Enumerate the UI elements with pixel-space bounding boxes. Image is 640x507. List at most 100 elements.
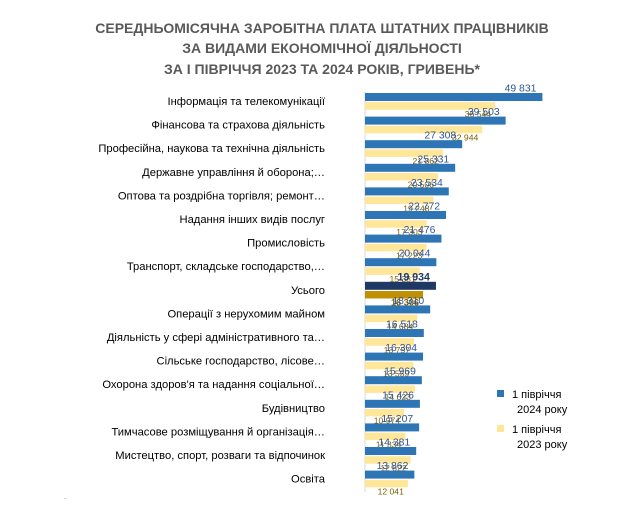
bar-2024 [365, 399, 420, 408]
category-row: Мистецтво, спорт, розваги та відпочинок 1… [115, 438, 417, 473]
category-label: Фінансова та страхова діяльність [151, 120, 325, 132]
legend-item: 1 півріччя 2023 року [497, 424, 568, 451]
category-row: Охорона здоров'я та надання соціальної… 1… [102, 367, 422, 402]
data-label-2023: 36 544 [465, 109, 492, 119]
legend-item: 1 півріччя 2024 року [497, 389, 568, 416]
bar-2023 [365, 267, 420, 275]
bar-2024 [365, 423, 420, 432]
category-row: Фінансова та страхова діяльність 39 503 32… [151, 107, 506, 143]
legend-label: 2024 року [517, 404, 568, 416]
bar-2023 [365, 361, 414, 370]
legend-label: 1 півріччя [512, 389, 561, 401]
category-label: Усього [291, 285, 325, 297]
bar-2023 [365, 338, 414, 346]
data-label-2023: 16 306 [391, 298, 419, 308]
category-label: Державне управління й оборона;… [142, 167, 325, 179]
data-label-2023: 17 223 [396, 251, 423, 261]
bar-2024 [365, 163, 456, 172]
category-row: Державне управління й оборона;… 25 331 20 … [142, 154, 456, 190]
data-label-2024: 19 934 [398, 271, 431, 283]
bar-2023 [365, 456, 411, 464]
category-label: Операції з нерухомим майном [167, 308, 325, 320]
legend-label: 2023 року [517, 439, 568, 451]
bar-2024 [365, 140, 463, 149]
bar-2023 [365, 432, 406, 441]
category-row: Освіта 13 862 12 041 [291, 461, 415, 497]
data-label-2024: 49 831 [505, 84, 537, 95]
category-row: Промисловість 21 476 17 223 [247, 225, 442, 261]
category-row: Тимчасове розміщування й організація… 15 … [111, 414, 420, 449]
category-label: Надання інших видів послуг [180, 214, 326, 226]
data-label-2024: 15 969 [384, 367, 416, 378]
data-label-2023: 12 822 [380, 463, 407, 473]
bar-2024 [365, 234, 442, 243]
footnote-mark: . [64, 492, 66, 501]
bar-2024 [365, 258, 437, 267]
bar-2023 [365, 102, 496, 110]
category-row: Оптова та роздрібна торгівля; ремонт… 23 … [118, 178, 449, 213]
bar-2024 [365, 281, 436, 290]
category-label: Інформація та телекомунікації [167, 96, 325, 108]
data-label-2023: 10 974 [374, 416, 401, 426]
category-label: Оптова та роздрібна торгівля; ремонт… [118, 190, 325, 202]
bar-2024 [365, 211, 447, 219]
category-label: Промисловість [247, 238, 325, 250]
chart-title: СЕРЕДНЬОМІСЯЧНА ЗАРОБІТНА ПЛАТА ШТАТНИХ … [95, 20, 548, 77]
category-row: Інформація та телекомунікації 49 831 36 54… [167, 84, 543, 119]
bar-2024 [365, 470, 415, 479]
data-label-2023: 14 023 [385, 392, 412, 402]
bar-2023 [365, 479, 408, 488]
bar-2024 [365, 305, 431, 314]
category-label: Охорона здоров'я та надання соціальної… [102, 379, 325, 391]
category-row: Усього 19 934 16 306 [291, 271, 436, 308]
category-row: Сільське господарство, лісове… 16 304 13 5… [156, 343, 424, 379]
bar-2023 [365, 291, 424, 299]
chart-title-line-2: ЗА ВИДАМИ ЕКОНОМІЧНОЇ ДІЯЛЬНОСТІ [182, 40, 462, 56]
category-label: Мистецтво, спорт, розваги та відпочинок [115, 450, 325, 462]
data-label-2024: 21 476 [404, 225, 436, 236]
data-label-2023: 17 303 [396, 227, 423, 237]
bar-2023 [365, 314, 418, 323]
data-label-2024: 16 304 [385, 343, 417, 354]
chart-title-line-3: ЗА І ПІВРІЧЧЯ 2023 ТА 2024 РОКІВ, ГРИВЕН… [164, 61, 481, 77]
data-label-2024: 27 308 [424, 131, 456, 142]
data-label-2024: 20 044 [399, 249, 431, 260]
data-label-2024: 15 426 [382, 390, 414, 401]
data-label-2023: 20 506 [408, 180, 435, 190]
bar-2024 [365, 93, 543, 101]
chart-title-line-1: СЕРЕДНЬОМІСЯЧНА ЗАРОБІТНА ПЛАТА ШТАТНИХ … [95, 20, 548, 36]
data-label-2023: 12 041 [378, 487, 405, 497]
data-label-2024: 16 518 [386, 320, 418, 331]
category-label: Професійна, наукова та технічна діяльніс… [98, 143, 325, 155]
bar-2024 [365, 352, 424, 361]
bar-2023 [365, 243, 427, 252]
category-label: Сільське господарство, лісове… [156, 356, 325, 368]
data-label-2024: 14 381 [378, 438, 410, 449]
data-label-2024: 15 207 [381, 414, 413, 425]
bar-2024 [365, 116, 506, 125]
data-label-2024: 39 503 [468, 107, 500, 118]
data-label-2023: 13 757 [384, 345, 411, 355]
category-label: Діяльність у сфері адміністративного та… [107, 332, 325, 344]
category-row: Транспорт, складське господарство,… 20 04… [127, 249, 437, 284]
data-label-2023: 21 862 [413, 156, 440, 166]
bar-2024 [365, 329, 424, 337]
data-label-2023: 13 559 [383, 369, 410, 379]
category-row: Надання інших видів послуг 22 772 17 303 [180, 202, 447, 237]
data-label-2023: 11 334 [376, 439, 402, 449]
bar-2024 [365, 376, 422, 385]
bar-2023 [365, 385, 415, 393]
category-label: Освіта [291, 474, 326, 486]
category-label: Будівництво [262, 403, 325, 415]
data-label-2024: 22 772 [408, 202, 440, 213]
data-label-2023: 15 381 [389, 274, 416, 284]
category-label: Тимчасове розміщування й організація… [111, 426, 325, 438]
legend-swatch [497, 425, 504, 432]
data-label-2023: 14 684 [387, 321, 414, 331]
bar-2023 [365, 220, 427, 228]
bar-2023 [365, 196, 434, 205]
category-row: Операції з нерухомим майном 18 310 14 684 [167, 296, 431, 331]
bar-2023 [365, 409, 405, 417]
